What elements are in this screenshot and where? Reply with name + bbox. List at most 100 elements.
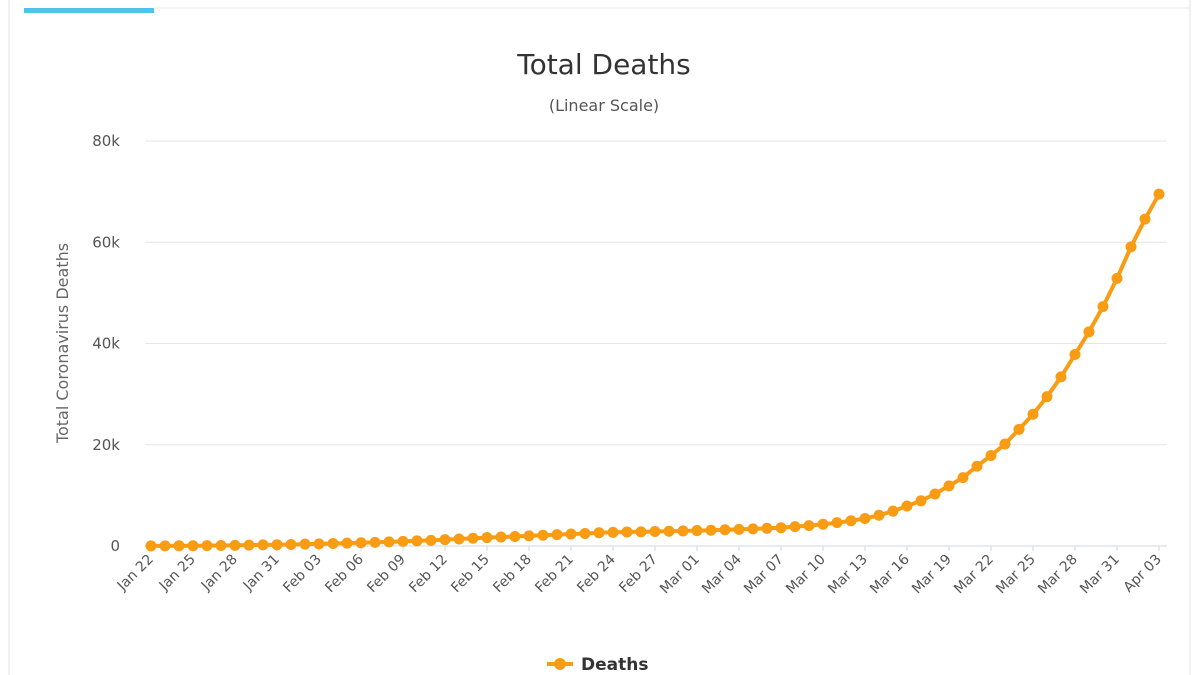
data-point-deaths[interactable] [887, 505, 899, 517]
data-point-deaths[interactable] [201, 540, 213, 552]
data-point-deaths[interactable] [817, 518, 829, 530]
data-point-deaths[interactable] [495, 531, 507, 543]
legend[interactable]: Deaths [547, 655, 648, 675]
data-point-deaths[interactable] [285, 538, 297, 550]
data-point-deaths[interactable] [1041, 391, 1053, 403]
data-point-deaths[interactable] [173, 540, 185, 552]
data-point-deaths[interactable] [677, 525, 689, 537]
data-point-deaths[interactable] [467, 532, 479, 544]
x-tick-label: Feb 06 [322, 551, 367, 596]
data-point-deaths[interactable] [1111, 272, 1123, 284]
data-point-deaths[interactable] [593, 527, 605, 539]
data-point-deaths[interactable] [1097, 301, 1109, 313]
data-point-deaths[interactable] [565, 528, 577, 540]
data-point-deaths[interactable] [705, 524, 717, 536]
data-point-deaths[interactable] [915, 495, 927, 507]
x-tick-label: Feb 03 [280, 552, 325, 597]
data-point-deaths[interactable] [383, 536, 395, 548]
data-point-deaths[interactable] [635, 526, 647, 538]
data-point-deaths[interactable] [719, 524, 731, 536]
data-point-deaths[interactable] [985, 450, 997, 462]
data-point-deaths[interactable] [369, 536, 381, 548]
data-point-deaths[interactable] [1125, 241, 1137, 253]
x-tick-label: Jan 22 [114, 552, 157, 595]
data-point-deaths[interactable] [145, 540, 157, 552]
x-tick-label: Mar 01 [657, 552, 703, 598]
active-tab-indicator [24, 8, 154, 13]
data-point-deaths[interactable] [1027, 408, 1039, 420]
y-tick-label: 20k [92, 436, 120, 454]
data-point-deaths[interactable] [537, 529, 549, 541]
gridlines [145, 140, 1167, 547]
data-point-deaths[interactable] [327, 538, 339, 550]
data-point-deaths[interactable] [621, 526, 633, 538]
data-point-deaths[interactable] [523, 530, 535, 542]
y-axis-ticks: 0 20k 40k 60k 80k [92, 132, 120, 555]
x-tick-label: Mar 04 [699, 551, 745, 597]
data-point-deaths[interactable] [341, 537, 353, 549]
data-point-deaths[interactable] [999, 438, 1011, 450]
data-point-deaths[interactable] [551, 529, 563, 541]
data-point-deaths[interactable] [1139, 213, 1151, 225]
data-point-deaths[interactable] [257, 539, 269, 551]
data-point-deaths[interactable] [607, 526, 619, 538]
data-point-deaths[interactable] [789, 521, 801, 533]
data-point-deaths[interactable] [509, 531, 521, 543]
x-tick-label: Feb 15 [448, 552, 493, 597]
x-tick-label: Mar 16 [867, 551, 913, 597]
y-tick-label: 40k [92, 335, 120, 353]
data-point-deaths[interactable] [691, 525, 703, 537]
y-tick-label: 0 [110, 537, 120, 555]
data-point-deaths[interactable] [271, 539, 283, 551]
y-axis-title: Total Coronavirus Deaths [53, 243, 72, 444]
data-point-deaths[interactable] [873, 509, 885, 521]
data-point-deaths[interactable] [187, 540, 199, 552]
data-point-deaths[interactable] [831, 517, 843, 529]
data-point-deaths[interactable] [411, 535, 423, 547]
data-point-deaths[interactable] [733, 523, 745, 535]
data-point-deaths[interactable] [957, 472, 969, 484]
data-point-deaths[interactable] [845, 515, 857, 527]
data-point-deaths[interactable] [355, 537, 367, 549]
x-tick-label: Jan 31 [240, 552, 283, 595]
x-tick-label: Apr 03 [1121, 552, 1165, 596]
x-tick-label: Feb 18 [490, 552, 535, 597]
x-tick-label: Mar 28 [1035, 552, 1081, 598]
data-point-deaths[interactable] [425, 534, 437, 546]
data-point-deaths[interactable] [229, 539, 241, 551]
data-point-deaths[interactable] [943, 480, 955, 492]
legend-item-deaths[interactable]: Deaths [581, 655, 648, 675]
data-point-deaths[interactable] [397, 535, 409, 547]
data-point-deaths[interactable] [299, 538, 311, 550]
data-point-deaths[interactable] [1055, 371, 1067, 383]
data-point-deaths[interactable] [1013, 423, 1025, 435]
data-point-deaths[interactable] [761, 522, 773, 534]
x-tick-label: Feb 09 [364, 552, 409, 597]
x-tick-label: Mar 22 [951, 552, 997, 598]
data-point-deaths[interactable] [901, 500, 913, 512]
chart-title: Total Deaths [516, 48, 691, 81]
data-point-deaths[interactable] [481, 532, 493, 544]
data-point-deaths[interactable] [1083, 326, 1095, 338]
data-point-deaths[interactable] [663, 525, 675, 537]
data-point-deaths[interactable] [971, 460, 983, 472]
data-point-deaths[interactable] [313, 538, 325, 550]
data-point-deaths[interactable] [579, 528, 591, 540]
data-point-deaths[interactable] [859, 513, 871, 525]
data-point-deaths[interactable] [453, 533, 465, 545]
data-point-deaths[interactable] [439, 534, 451, 546]
data-point-deaths[interactable] [649, 526, 661, 538]
data-point-deaths[interactable] [803, 520, 815, 532]
data-point-deaths[interactable] [747, 523, 759, 535]
x-tick-label: Mar 10 [783, 552, 829, 598]
data-point-deaths[interactable] [215, 539, 227, 551]
data-point-deaths[interactable] [929, 488, 941, 500]
x-tick-label: Feb 21 [532, 552, 577, 597]
data-point-deaths[interactable] [1069, 349, 1081, 361]
data-point-deaths[interactable] [243, 539, 255, 551]
data-point-deaths[interactable] [159, 540, 171, 552]
data-point-deaths[interactable] [775, 522, 787, 534]
data-point-deaths[interactable] [1153, 188, 1165, 200]
x-tick-label: Mar 25 [993, 552, 1039, 598]
